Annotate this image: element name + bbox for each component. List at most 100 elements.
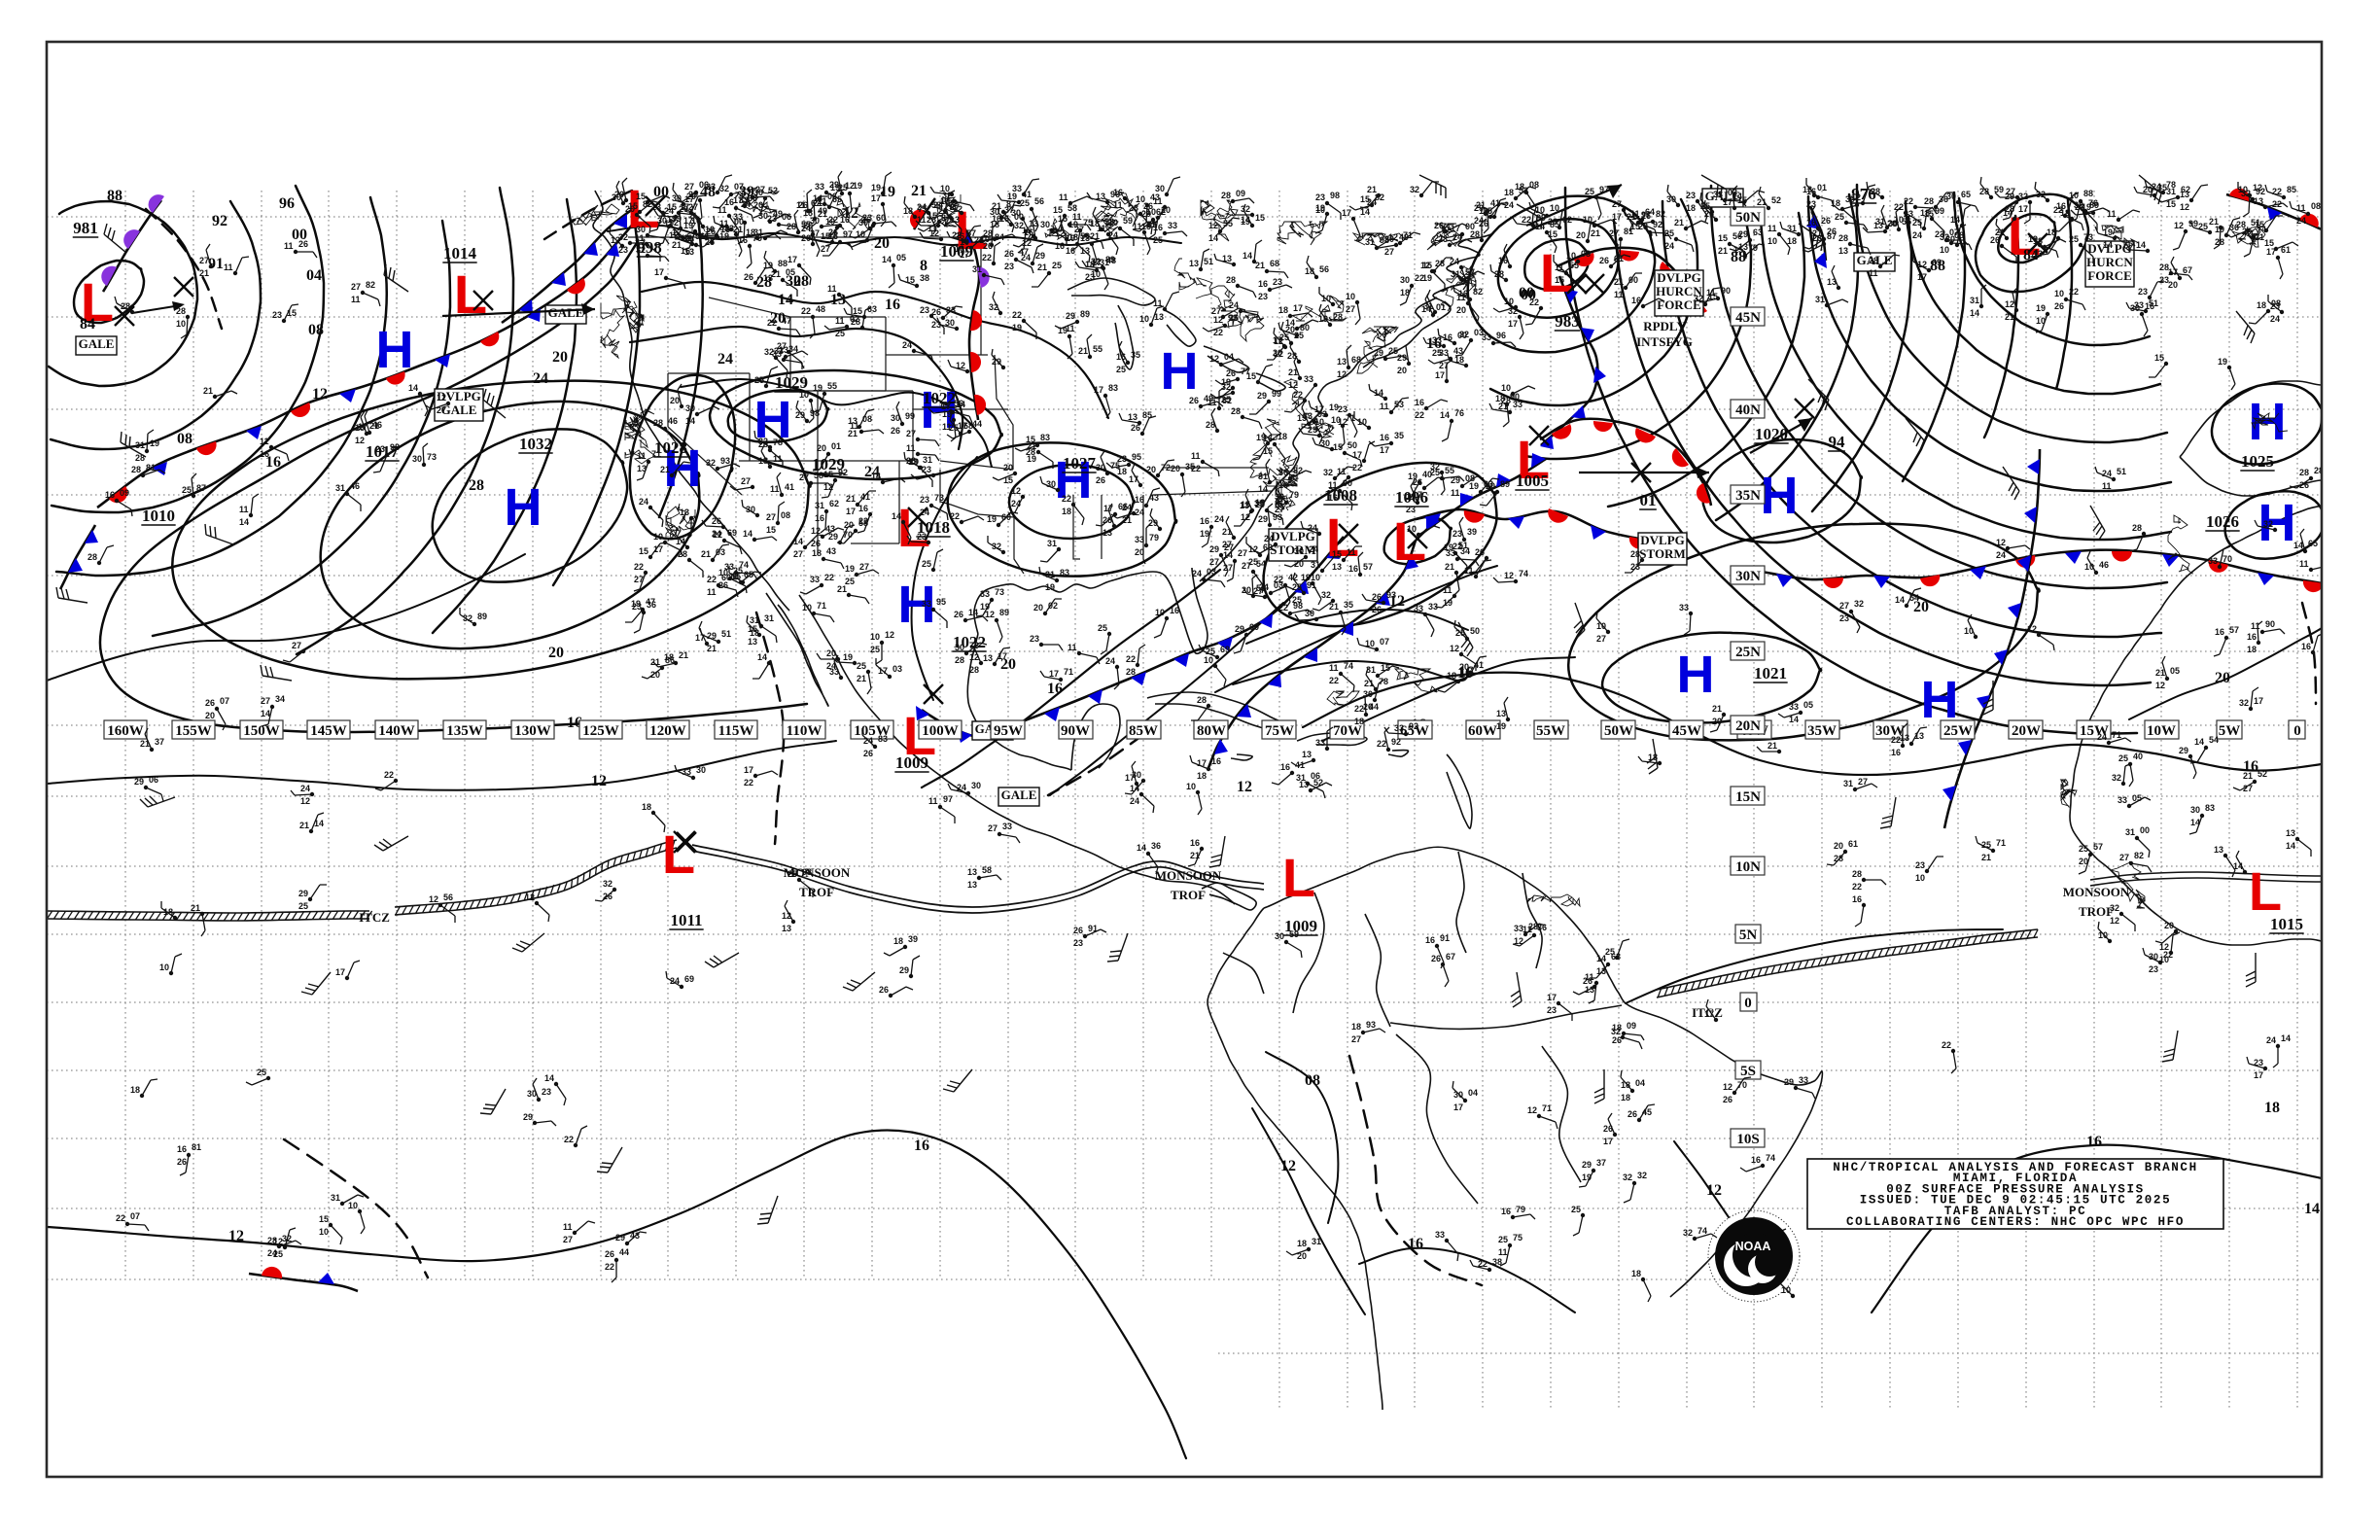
- svg-text:17: 17: [1314, 404, 1324, 414]
- svg-text:18: 18: [758, 456, 768, 466]
- svg-text:24: 24: [917, 202, 927, 212]
- svg-text:10: 10: [1311, 573, 1320, 582]
- svg-text:20: 20: [844, 520, 854, 530]
- svg-text:24: 24: [1308, 523, 1317, 533]
- svg-text:93: 93: [1386, 590, 1396, 600]
- svg-text:68: 68: [1270, 259, 1279, 268]
- svg-text:140W: 140W: [378, 723, 415, 739]
- svg-text:73: 73: [969, 641, 979, 650]
- svg-text:27: 27: [1439, 361, 1449, 370]
- svg-text:27: 27: [1253, 586, 1263, 596]
- svg-text:51: 51: [1204, 257, 1213, 266]
- svg-text:31: 31: [1787, 224, 1797, 233]
- svg-text:15: 15: [667, 202, 677, 212]
- svg-text:19: 19: [1444, 542, 1453, 552]
- svg-text:30: 30: [1294, 546, 1304, 556]
- svg-text:62: 62: [2181, 185, 2190, 194]
- svg-text:14: 14: [1440, 410, 1450, 420]
- svg-text:09: 09: [120, 488, 129, 498]
- svg-text:17: 17: [1435, 370, 1445, 380]
- svg-text:47: 47: [782, 316, 791, 326]
- svg-text:23: 23: [2138, 287, 2148, 297]
- svg-text:14: 14: [1223, 550, 1233, 560]
- svg-text:12: 12: [1338, 417, 1348, 427]
- svg-text:18: 18: [1297, 1239, 1307, 1248]
- svg-text:16: 16: [1258, 279, 1268, 289]
- svg-text:27: 27: [199, 256, 209, 265]
- svg-text:17: 17: [960, 250, 969, 260]
- svg-text:18: 18: [163, 907, 173, 917]
- svg-text:15: 15: [639, 546, 648, 556]
- svg-text:78: 78: [2166, 180, 2176, 190]
- svg-text:56: 56: [1732, 231, 1742, 241]
- svg-text:22: 22: [982, 253, 992, 262]
- svg-text:19: 19: [683, 221, 693, 230]
- svg-text:10: 10: [1186, 782, 1196, 791]
- svg-text:15: 15: [636, 192, 646, 201]
- svg-text:16: 16: [1751, 1155, 1761, 1165]
- svg-text:21: 21: [1122, 515, 1132, 525]
- svg-text:33: 33: [2134, 300, 2144, 310]
- svg-text:28: 28: [1126, 667, 1136, 677]
- svg-text:20: 20: [1887, 219, 1897, 228]
- svg-text:13: 13: [2214, 845, 2223, 855]
- svg-text:19: 19: [1256, 433, 1266, 442]
- svg-text:17: 17: [683, 216, 693, 226]
- svg-text:22: 22: [2272, 187, 2282, 196]
- svg-text:67: 67: [2183, 265, 2192, 275]
- svg-text:21: 21: [369, 421, 379, 431]
- svg-text:17: 17: [1508, 319, 1518, 329]
- svg-text:10: 10: [1768, 236, 1777, 246]
- svg-text:27: 27: [1839, 601, 1849, 611]
- svg-text:11: 11: [718, 205, 727, 215]
- svg-text:06: 06: [782, 212, 791, 222]
- svg-text:12: 12: [669, 230, 679, 240]
- svg-text:15: 15: [1718, 233, 1728, 243]
- svg-text:12: 12: [273, 1237, 283, 1246]
- svg-text:27: 27: [2006, 187, 2015, 196]
- svg-text:18: 18: [1255, 498, 1265, 508]
- svg-text:MONSOON: MONSOON: [784, 865, 851, 880]
- svg-text:79: 79: [1289, 490, 1299, 500]
- svg-text:13: 13: [680, 508, 689, 517]
- svg-text:10: 10: [1894, 215, 1904, 225]
- svg-text:03: 03: [716, 547, 725, 557]
- svg-text:ISSUED: TUE DEC 9 02:45:15 UTC: ISSUED: TUE DEC 9 02:45:15 UTC 2025: [1860, 1194, 2172, 1208]
- svg-text:28: 28: [1528, 922, 1538, 931]
- svg-text:65: 65: [2308, 539, 2318, 548]
- svg-text:91: 91: [1088, 924, 1098, 933]
- svg-text:43: 43: [825, 524, 835, 534]
- svg-text:10: 10: [681, 233, 690, 243]
- svg-text:17: 17: [1342, 208, 1351, 218]
- svg-text:18: 18: [1920, 208, 1930, 218]
- svg-text:17: 17: [335, 967, 345, 977]
- svg-text:51: 51: [2149, 298, 2158, 308]
- svg-text:14: 14: [793, 537, 803, 546]
- svg-text:10: 10: [856, 229, 865, 239]
- svg-text:32: 32: [463, 613, 472, 623]
- svg-text:22: 22: [767, 318, 777, 328]
- svg-text:18: 18: [990, 220, 999, 229]
- svg-text:28: 28: [1470, 229, 1480, 239]
- svg-text:17: 17: [680, 202, 689, 212]
- svg-text:10: 10: [1915, 873, 1925, 883]
- svg-text:74: 74: [1519, 569, 1528, 578]
- svg-text:HURCN: HURCN: [2086, 255, 2133, 269]
- svg-text:26: 26: [1226, 368, 1236, 378]
- svg-text:15: 15: [1026, 435, 1035, 444]
- svg-text:34: 34: [788, 344, 798, 354]
- svg-text:08: 08: [1954, 230, 1964, 240]
- svg-text:50: 50: [1348, 440, 1357, 450]
- svg-text:29: 29: [523, 1112, 533, 1122]
- svg-text:22: 22: [1213, 328, 1223, 337]
- svg-text:43: 43: [826, 546, 836, 556]
- svg-text:14: 14: [2286, 841, 2295, 851]
- svg-text:76: 76: [1454, 408, 1464, 418]
- svg-text:10: 10: [1091, 269, 1101, 279]
- svg-text:1021: 1021: [1754, 664, 1787, 682]
- svg-text:STORM: STORM: [1639, 546, 1685, 561]
- svg-text:52: 52: [768, 186, 778, 195]
- svg-text:17: 17: [1917, 272, 1927, 282]
- svg-text:14: 14: [2233, 861, 2243, 871]
- svg-text:18: 18: [1278, 305, 1288, 315]
